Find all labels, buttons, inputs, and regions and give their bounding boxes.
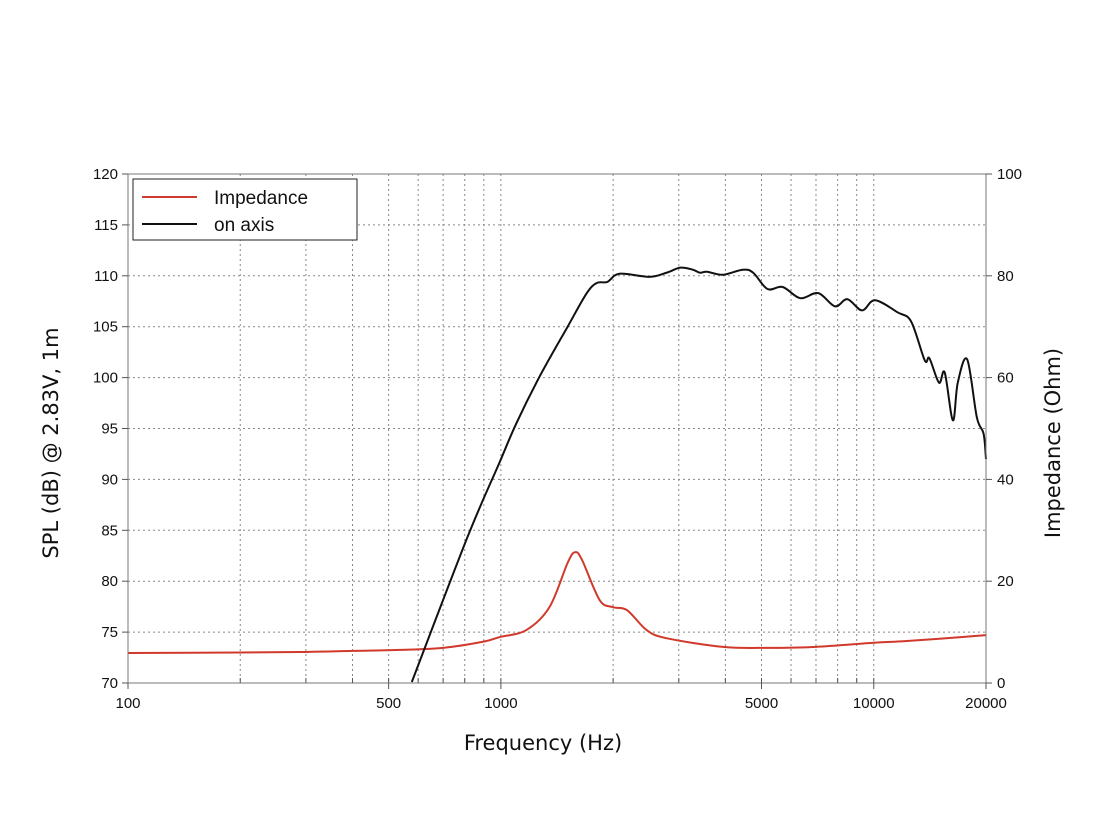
legend-box [132,178,358,241]
y2-tick-label: 40 [997,471,1014,488]
y-tick-label: 100 [93,370,118,387]
legend-label-on-axis: on axis [214,215,274,236]
y-tick-label: 80 [101,573,118,590]
x-tick-label: 10000 [853,695,895,712]
y-tick-label: 110 [94,268,118,285]
y-tick-label: 85 [101,522,118,539]
y-axis-label: SPL (dB) @ 2.83V, 1m [39,327,63,558]
ticks: 70 75 80 85 90 95 100 105 110 115 120 0 20 40 60 80 100 1… [93,166,1022,712]
y-tick-label: 120 [93,166,118,183]
y-tick-label: 105 [93,319,118,336]
y2-tick-label: 0 [997,675,1005,692]
x-tick-label: 500 [376,695,401,712]
y2-tick-label: 60 [997,370,1014,387]
y-tick-label: 95 [101,421,118,438]
y-tick-label: 70 [101,675,118,692]
y-tick-label: 115 [94,217,118,234]
y2-tick-label: 100 [997,166,1022,183]
x-axis-label: Frequency (Hz) [464,731,622,755]
y2-tick-label: 20 [997,573,1014,590]
series-line-impedance [127,551,987,654]
grid [128,174,986,683]
y-tick-label: 75 [101,624,118,641]
y-tick-label: 90 [101,471,118,488]
y2-axis-label: Impedance (Ohm) [1041,348,1065,538]
y2-tick-label: 80 [997,268,1014,285]
legend-label-impedance: Impedance [214,188,308,209]
x-tick-label: 5000 [745,695,778,712]
plot-frame [127,173,987,684]
x-tick-label: 20000 [965,695,1007,712]
series-layer [127,266,987,683]
series-line-on-axis [410,266,987,683]
legend: Impedance on axis [132,178,358,241]
x-tick-label: 1000 [484,695,517,712]
x-tick-label: 100 [115,695,140,712]
